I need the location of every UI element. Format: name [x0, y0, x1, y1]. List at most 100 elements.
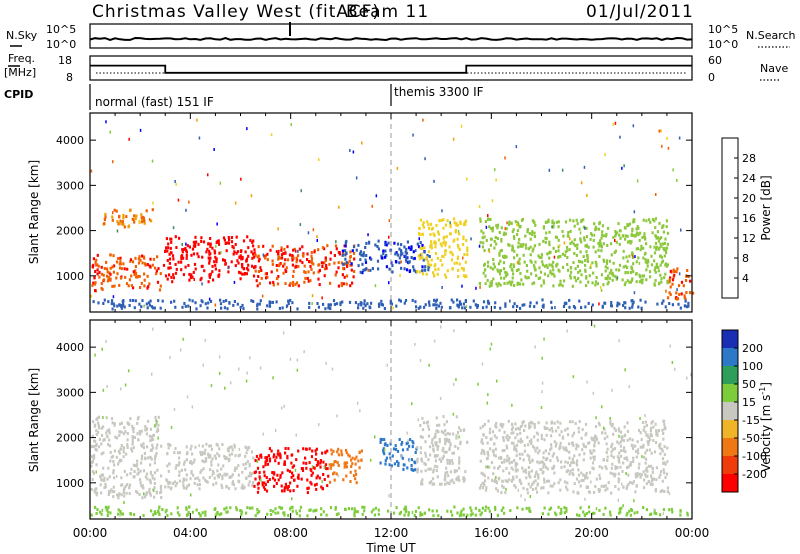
- velocity-cell: [524, 468, 527, 472]
- power-cell: [612, 261, 615, 265]
- velocity-cell: [164, 510, 167, 514]
- velocity-cell: [205, 459, 208, 463]
- velocity-speck: [374, 435, 376, 439]
- velocity-cell: [266, 480, 269, 484]
- power-cell: [209, 299, 213, 303]
- velocity-cell: [231, 480, 235, 484]
- velocity-cell: [121, 512, 124, 516]
- power-cell: [550, 306, 553, 310]
- velocity-cell: [565, 485, 568, 489]
- power-cell: [277, 249, 280, 253]
- velocity-speck: [572, 375, 575, 379]
- power-cell: [598, 255, 601, 258]
- power-cell: [624, 237, 627, 241]
- velocity-speck: [282, 331, 285, 335]
- power-cell: [154, 266, 157, 270]
- velocity-speck: [481, 362, 484, 366]
- power-speck: [311, 302, 313, 306]
- power-cell: [204, 302, 207, 306]
- power-speck: [563, 241, 566, 245]
- power-cell: [582, 218, 585, 222]
- velocity-cell: [610, 450, 613, 454]
- power-cell: [483, 235, 486, 239]
- velocity-cell: [137, 471, 140, 475]
- power-cell: [423, 250, 426, 254]
- velocity-speck: [540, 406, 543, 409]
- velocity-cell: [602, 513, 605, 516]
- power-cell: [611, 272, 614, 276]
- velocity-cell: [649, 433, 652, 436]
- velocity-cell: [345, 474, 348, 478]
- power-cell: [428, 303, 431, 307]
- velocity-cell: [285, 485, 288, 489]
- velocity-speck: [453, 329, 455, 333]
- velocity-cell: [614, 472, 617, 476]
- velocity-cell: [302, 447, 305, 451]
- velocity-cell: [277, 478, 280, 482]
- velocity-cell: [576, 463, 579, 467]
- velocity-cell: [502, 423, 505, 427]
- power-cell: [231, 245, 234, 248]
- power-cell: [174, 271, 178, 275]
- velocity-cell: [518, 456, 522, 460]
- velocity-cell: [588, 510, 591, 514]
- power-cell: [344, 253, 347, 257]
- power-cell: [585, 235, 589, 239]
- velocity-colorbar-tick-label: 200: [742, 342, 763, 355]
- velocity-cell: [315, 476, 318, 480]
- power-speck: [470, 237, 472, 241]
- power-cell: [449, 224, 452, 227]
- velocity-cell: [97, 424, 100, 428]
- power-cell: [544, 236, 547, 240]
- power-cell: [357, 243, 360, 247]
- velocity-speck: [311, 465, 314, 469]
- velocity-cell: [510, 431, 513, 435]
- power-speck: [138, 219, 141, 223]
- power-cell: [513, 249, 516, 253]
- velocity-cell: [150, 435, 153, 439]
- velocity-cell: [616, 466, 619, 470]
- velocity-cell: [562, 446, 565, 450]
- velocity-cell: [97, 445, 101, 449]
- velocity-cell: [253, 471, 256, 475]
- power-cell: [355, 248, 358, 252]
- power-cell: [113, 264, 116, 268]
- velocity-cell: [147, 456, 150, 460]
- power-cell: [287, 302, 290, 306]
- power-cell: [125, 282, 129, 286]
- power-cell: [476, 304, 479, 308]
- power-cell: [170, 300, 173, 304]
- velocity-cell: [601, 431, 604, 435]
- velocity-cell: [333, 460, 336, 464]
- power-cell: [632, 270, 635, 274]
- velocity-cell: [128, 483, 132, 487]
- velocity-cell: [361, 505, 364, 509]
- power-cell: [190, 275, 193, 279]
- power-speck: [338, 205, 340, 209]
- velocity-cell: [598, 465, 601, 469]
- velocity-cell: [622, 449, 625, 453]
- velocity-cell: [263, 470, 266, 474]
- power-cell: [151, 208, 154, 212]
- power-colorbar-tick-label: 24: [742, 172, 756, 185]
- velocity-cell: [523, 449, 526, 453]
- power-cell: [463, 221, 466, 224]
- power-cell: [157, 267, 160, 271]
- power-cell: [143, 219, 146, 223]
- velocity-cell: [601, 466, 604, 470]
- power-cell: [407, 261, 410, 265]
- velocity-cell: [659, 452, 662, 456]
- velocity-cell: [421, 416, 424, 420]
- velocity-cell: [267, 454, 270, 458]
- power-cell: [140, 216, 143, 220]
- velocity-cell: [510, 466, 513, 470]
- power-cell: [599, 241, 602, 245]
- velocity-cell: [636, 474, 639, 478]
- velocity-cell: [611, 448, 614, 452]
- velocity-cell: [610, 445, 613, 448]
- velocity-cell: [144, 428, 147, 432]
- velocity-cell: [607, 481, 610, 485]
- velocity-cell: [588, 490, 591, 494]
- power-cell: [678, 293, 681, 296]
- velocity-speck: [202, 363, 204, 367]
